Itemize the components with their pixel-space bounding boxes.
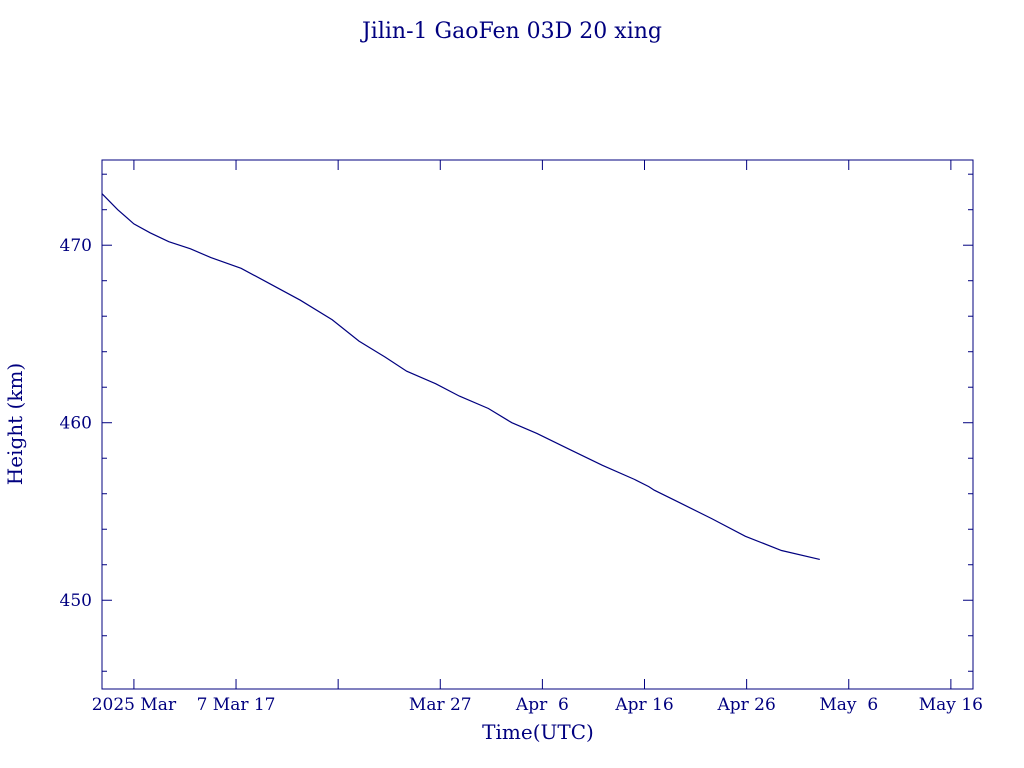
- x-tick-label: May 16: [919, 695, 983, 715]
- y-tick-label: 450: [60, 591, 92, 611]
- height-series-line: [101, 193, 820, 560]
- plot-frame: [101, 159, 974, 690]
- x-tick-label: Mar 27: [409, 695, 472, 715]
- tick-labels: 2025 Mar 7 Mar 17 Mar 27 Apr 6 Apr 16 Apr 26 M…: [60, 236, 983, 715]
- x-tick-label: 2025 Mar: [92, 695, 177, 715]
- x-tick-label: Apr 16: [614, 695, 673, 715]
- chart-title: Jilin-1 GaoFen 03D 20 xing: [360, 19, 662, 44]
- x-tick-label: 7 Mar 17: [197, 695, 276, 715]
- x-tick-label: May 6: [819, 695, 878, 715]
- x-tick-label: Apr 6: [515, 695, 569, 715]
- x-tick-label: Apr 26: [716, 695, 775, 715]
- axis-ticks: [102, 160, 973, 689]
- y-axis-label: Height (km): [3, 363, 27, 485]
- y-tick-label: 460: [60, 414, 92, 434]
- y-tick-label: 470: [60, 236, 92, 256]
- x-axis-label: Time(UTC): [482, 720, 594, 744]
